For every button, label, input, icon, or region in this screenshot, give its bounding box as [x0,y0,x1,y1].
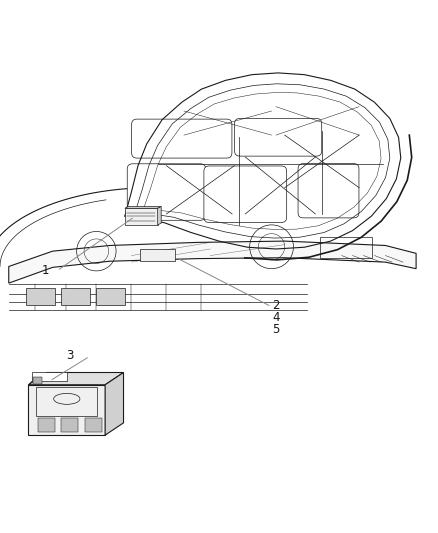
Text: 2: 2 [272,300,280,312]
Polygon shape [28,373,124,385]
Bar [320,237,372,258]
Bar [36,387,97,416]
Polygon shape [28,385,105,435]
Polygon shape [125,206,161,208]
Bar [125,208,158,225]
Bar [96,288,125,305]
FancyBboxPatch shape [204,166,287,222]
Text: 4: 4 [272,311,280,324]
Polygon shape [9,241,416,283]
Bar [26,288,55,305]
Text: 1: 1 [42,263,49,277]
Polygon shape [105,373,124,435]
Bar [140,248,175,261]
Text: 3: 3 [67,349,74,362]
FancyBboxPatch shape [298,164,359,218]
FancyBboxPatch shape [131,119,232,158]
Bar [38,417,55,432]
Bar [61,288,90,305]
FancyBboxPatch shape [234,118,321,156]
Bar [33,377,42,384]
Bar [61,417,78,432]
Bar [32,373,67,381]
Text: 5: 5 [272,323,280,336]
Polygon shape [158,206,161,225]
Bar [85,417,102,432]
FancyBboxPatch shape [127,164,206,220]
